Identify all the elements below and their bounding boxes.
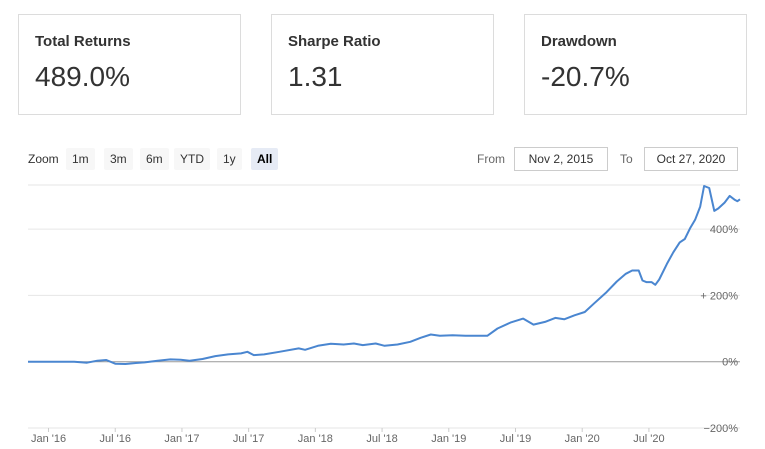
x-tick-label: Jul '19 [500,433,531,445]
returns-series-line [28,185,741,365]
to-label: To [620,152,633,166]
drawdown-card: Drawdown -20.7% [524,14,747,115]
from-date-input[interactable]: Nov 2, 2015 [514,147,608,171]
y-tick-label: + 200% [700,290,738,302]
y-tick-label: 400% [710,224,738,236]
total-returns-card: Total Returns 489.0% [18,14,241,115]
x-tick-label: Jul '20 [633,433,664,445]
zoom-label: Zoom [28,152,59,166]
drawdown-value: -20.7% [541,61,630,92]
sharpe-ratio-card: Sharpe Ratio 1.31 [271,14,494,115]
zoom-1y-button[interactable]: 1y [217,148,242,170]
sharpe-ratio-value: 1.31 [288,61,343,92]
x-tick-label: Jul '17 [233,433,264,445]
x-tick-label: Jul '16 [100,433,131,445]
y-tick-label: −200% [703,423,738,435]
total-returns-value: 489.0% [35,61,130,92]
y-tick-label: 0% [722,357,738,369]
zoom-ytd-button[interactable]: YTD [174,148,210,170]
drawdown-label: Drawdown [541,33,617,50]
to-date-input[interactable]: Oct 27, 2020 [644,147,738,171]
x-tick-label: Jan '17 [164,433,199,445]
sharpe-ratio-label: Sharpe Ratio [288,33,381,50]
zoom-6m-button[interactable]: 6m [140,148,169,170]
x-tick-label: Jan '20 [565,433,600,445]
x-tick-label: Jan '19 [431,433,466,445]
zoom-1m-button[interactable]: 1m [66,148,95,170]
x-tick-label: Jan '18 [298,433,333,445]
x-tick-label: Jul '18 [366,433,397,445]
x-tick-label: Jan '16 [31,433,66,445]
total-returns-label: Total Returns [35,33,131,50]
zoom-all-button[interactable]: All [251,148,279,170]
returns-chart[interactable]: 400% + 200% 0% −200% Jan '16 Jul '16 Jan '17 Ju… [0,180,765,449]
zoom-3m-button[interactable]: 3m [104,148,133,170]
from-label: From [477,152,505,166]
